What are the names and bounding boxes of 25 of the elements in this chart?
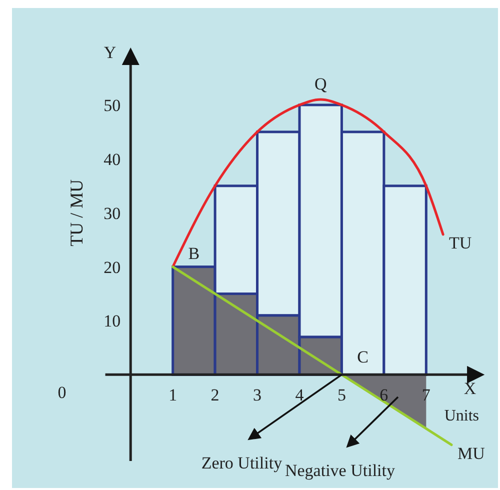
series-label: TU <box>449 233 472 252</box>
x-tick-label: 2 <box>210 386 220 405</box>
y-tick-label: 50 <box>104 96 121 115</box>
annotation: Y <box>104 43 116 62</box>
y-tick-label: 10 <box>104 312 121 331</box>
series-label: MU <box>457 444 485 463</box>
text: 0 <box>58 383 66 402</box>
annotation: Negative Utility <box>284 461 396 480</box>
x-tick-label: 3 <box>253 386 262 405</box>
y-tick-label: 30 <box>104 204 121 223</box>
annotation: B <box>188 244 200 263</box>
y-axis-title: TU / MU <box>66 179 87 246</box>
x-tick-label: 5 <box>337 386 346 405</box>
annotation: Q <box>314 74 327 94</box>
annotation: X <box>464 379 476 398</box>
y-tick-label: 20 <box>104 258 121 277</box>
x-tick-label: 7 <box>422 386 431 405</box>
x-axis-title: Units <box>444 408 480 425</box>
y-tick-label: 40 <box>104 150 121 169</box>
annotation: Zero Utility <box>201 454 283 473</box>
x-tick-label: 6 <box>380 386 388 405</box>
annotation: C <box>357 348 368 367</box>
x-tick-label: 1 <box>168 386 178 405</box>
line-series <box>172 98 444 268</box>
x-tick-label: 4 <box>295 386 304 405</box>
